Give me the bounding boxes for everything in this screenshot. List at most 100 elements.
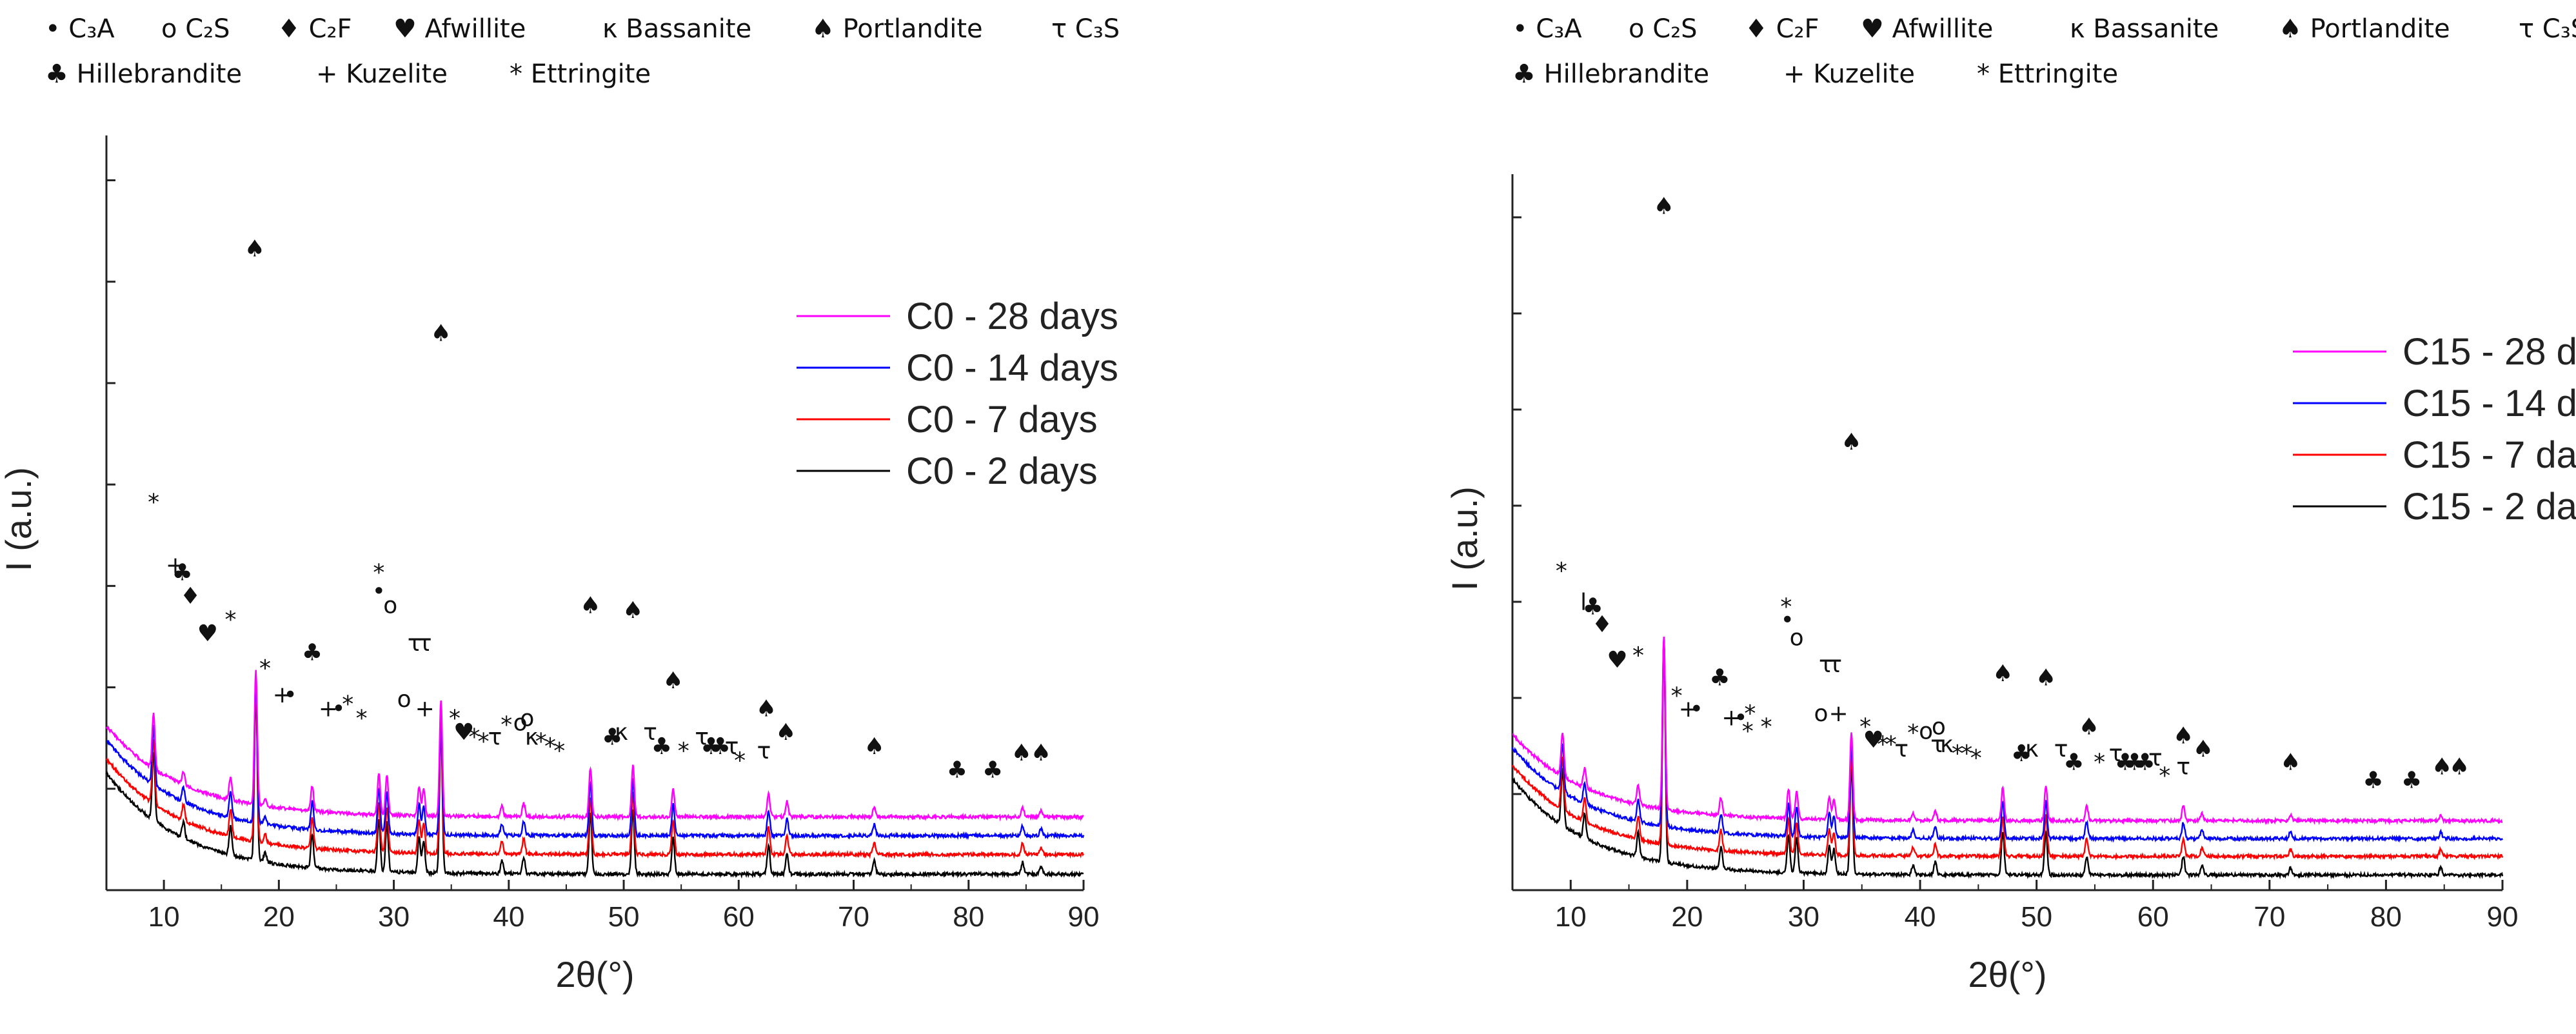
- phase-legend-item: ♥ Afwillite: [1861, 14, 1993, 44]
- phase-legend-item: τ C₃S: [1051, 14, 1120, 44]
- peak-marker: ♠: [2432, 754, 2452, 780]
- peak-marker: ♣: [2063, 750, 2084, 776]
- peak-marker: •: [1781, 607, 1794, 633]
- peak-marker: κ: [2025, 736, 2039, 762]
- peak-marker: ♦: [1592, 611, 1612, 638]
- peak-marker: ♣: [2011, 741, 2032, 767]
- peak-marker: ♠: [864, 733, 884, 760]
- peak-marker: ♠: [1992, 661, 2013, 687]
- peak-marker: ο: [520, 705, 534, 731]
- phase-legend-item: ♦ C₂F: [277, 14, 352, 44]
- x-tick-label: 90: [2487, 901, 2519, 933]
- peak-marker: ♠: [1654, 193, 1674, 219]
- phase-legend-item: ο C₂S: [1629, 14, 1698, 44]
- x-tick-label: 30: [378, 901, 410, 933]
- peak-marker: ♠: [431, 320, 451, 346]
- peak-marker: *: [1556, 558, 1567, 584]
- peak-marker: *: [342, 691, 353, 717]
- x-tick-label: 30: [1788, 901, 1819, 933]
- x-tick-label: 90: [1068, 901, 1100, 933]
- peak-marker: τ: [725, 733, 739, 760]
- legend-label: C15 - 7 days: [2403, 434, 2576, 476]
- peak-marker: ο: [513, 710, 528, 737]
- peak-marker: *: [734, 748, 746, 774]
- phase-legend-item: • C₃A: [45, 14, 115, 44]
- peak-marker: ♣: [172, 560, 192, 586]
- peak-marker: +: [1829, 701, 1848, 727]
- peak-marker: ♠: [244, 235, 265, 262]
- peak-marker: +: [273, 682, 292, 708]
- phase-legend-item: + Kuzelite: [1783, 59, 1915, 89]
- peak-marker: ♣: [1709, 665, 1730, 691]
- peak-marker: ♠: [2280, 750, 2301, 776]
- phase-legend-item: ♥ Afwillite: [393, 14, 526, 44]
- peak-marker: *: [373, 560, 384, 586]
- peak-marker: •: [284, 682, 297, 708]
- x-tick-label: 10: [1555, 901, 1587, 933]
- phase-legend-item: ♣ Hillebrandite: [45, 59, 242, 89]
- peak-marker: κ: [615, 719, 628, 746]
- peak-marker: *: [1632, 642, 1644, 669]
- peak-marker: *: [2159, 762, 2170, 789]
- peak-marker: ♥: [197, 621, 218, 647]
- peak-marker: ♣: [602, 724, 622, 750]
- peak-marker: ♠: [1841, 429, 1861, 455]
- peak-marker: *: [1961, 741, 1972, 767]
- legend-label: C15 - 28 days: [2403, 331, 2576, 373]
- peak-marker: ♠: [2036, 665, 2056, 691]
- series-line-c0---28-days: [105, 670, 1084, 822]
- peak-marker: ♦: [180, 583, 201, 610]
- peak-marker: ♣: [651, 733, 672, 760]
- x-tick-label: 20: [263, 901, 295, 933]
- peak-marker: ♣: [2124, 750, 2145, 776]
- peak-marker: •: [1734, 705, 1747, 731]
- peak-marker: ♣: [2134, 750, 2155, 776]
- phase-legend-item: κ Bassanite: [602, 14, 751, 44]
- phase-legend-item: + Kuzelite: [316, 59, 448, 89]
- peak-marker: ♠: [2079, 714, 2099, 741]
- peak-marker: *: [535, 729, 547, 755]
- peak-marker: *: [1859, 714, 1871, 741]
- peak-marker: *: [449, 705, 461, 731]
- peak-marker: ♠: [663, 668, 684, 694]
- legend-label: C15 - 2 days: [2403, 486, 2576, 528]
- x-tick-label: 80: [953, 901, 984, 933]
- legend-label: C0 - 2 days: [906, 450, 1098, 492]
- peak-marker: ♣: [2363, 767, 2383, 793]
- peak-marker: τ: [695, 724, 709, 750]
- peak-marker: ο: [1919, 718, 1933, 744]
- legend-label: C0 - 14 days: [906, 347, 1118, 389]
- series-line-c15---28-days: [1512, 636, 2503, 826]
- phase-legend-item: ο C₂S: [161, 14, 230, 44]
- peak-marker: *: [356, 705, 368, 731]
- peak-marker: +: [415, 696, 435, 722]
- peak-marker: +: [1679, 696, 1698, 722]
- xrd-panel-C15: • C₃A ο C₂S ♦ C₂F ♥ Afwillite κ Bassanite ♠ P…: [1444, 14, 2576, 995]
- peak-marker: ♥: [1607, 647, 1627, 673]
- peak-marker: ♠: [622, 597, 643, 624]
- x-tick-label: 60: [723, 901, 755, 933]
- legend-label: C0 - 28 days: [906, 295, 1118, 337]
- peak-marker: τ: [2148, 745, 2163, 771]
- x-axis-title: 2θ(°): [556, 954, 635, 995]
- peak-marker: τ: [1819, 651, 1833, 678]
- peak-marker: *: [1742, 718, 1754, 744]
- peak-marker: *: [1671, 682, 1683, 709]
- x-tick-label: 20: [1671, 901, 1703, 933]
- peak-marker: ♠: [1011, 740, 1032, 766]
- phase-legend-item: * Ettringite: [510, 59, 651, 89]
- peak-marker: τ: [1894, 736, 1908, 762]
- peak-marker: *: [553, 738, 565, 764]
- peak-marker: τ: [757, 738, 771, 764]
- x-tick-label: 10: [148, 901, 180, 933]
- peak-marker: τ: [418, 630, 432, 657]
- peak-marker: +: [319, 696, 338, 722]
- peak-marker: l: [1580, 589, 1587, 615]
- peak-marker: ♠: [775, 719, 796, 746]
- phase-legend-item: ♦ C₂F: [1745, 14, 1819, 44]
- peak-marker: τ: [1930, 731, 1945, 758]
- series-line-c15---14-days: [1511, 637, 2504, 843]
- peak-marker: •: [1690, 696, 1703, 722]
- peak-marker: *: [1780, 593, 1792, 620]
